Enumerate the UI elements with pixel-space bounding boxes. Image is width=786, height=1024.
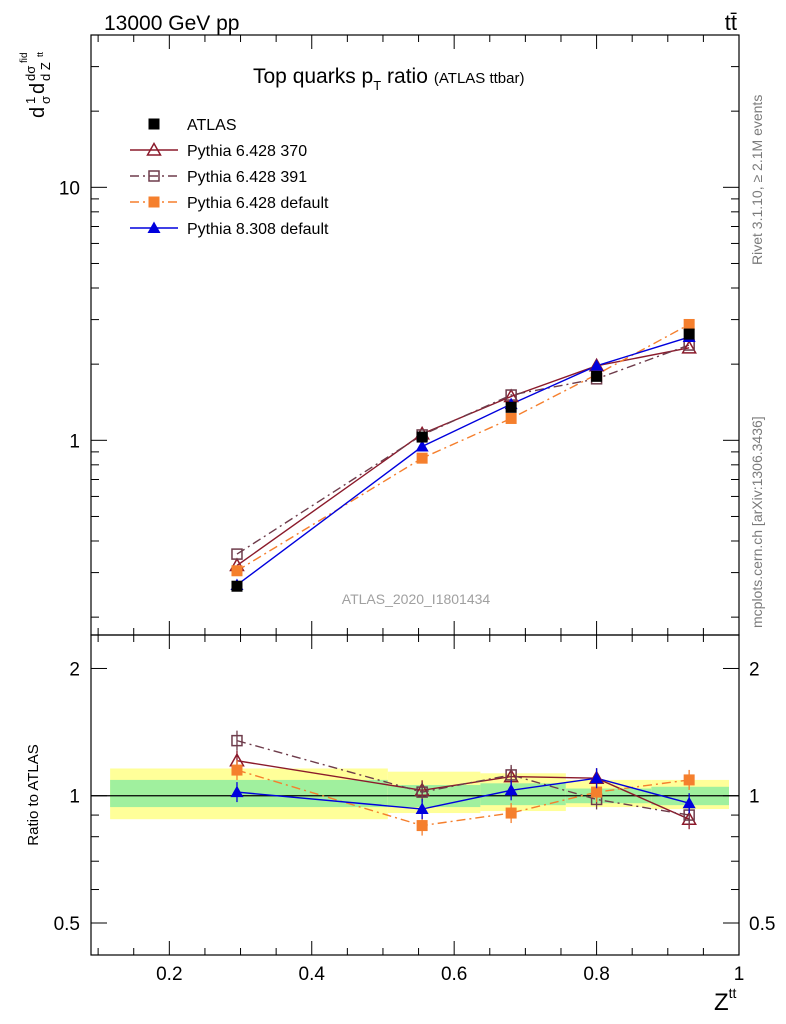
ratio-point bbox=[683, 774, 695, 786]
legend-label: Pythia 6.428 391 bbox=[187, 169, 307, 186]
svg-text:d Z: d Z bbox=[38, 62, 53, 81]
data-point bbox=[591, 370, 603, 382]
ratio-point bbox=[416, 786, 428, 798]
energy-label: 13000 GeV pp bbox=[104, 12, 239, 35]
ratio-frame bbox=[90, 634, 740, 956]
svg-text:d: d bbox=[27, 83, 49, 94]
x-tick-label: 0.4 bbox=[299, 964, 326, 985]
x-tick-label: 0.8 bbox=[583, 964, 609, 985]
svg-text:dσ: dσ bbox=[23, 66, 38, 81]
legend-label: ATLAS bbox=[187, 117, 237, 134]
legend-marker bbox=[147, 221, 161, 233]
svg-text:d: d bbox=[27, 107, 49, 118]
legend-label: Pythia 6.428 default bbox=[187, 195, 329, 212]
data-point bbox=[416, 431, 428, 443]
analysis-label: ATLAS_2020_I1801434 bbox=[342, 591, 491, 607]
data-point bbox=[416, 452, 428, 464]
data-point bbox=[505, 401, 517, 413]
ratio-y-tick-label: 2 bbox=[69, 659, 80, 680]
ratio-y-axis-label: Ratio to ATLAS bbox=[25, 744, 42, 845]
legend-marker bbox=[146, 141, 162, 156]
x-tick-label: 1 bbox=[734, 964, 745, 985]
svg-text:fid: fid bbox=[19, 52, 30, 63]
ratio-point bbox=[416, 820, 428, 832]
y-tick-label: 10 bbox=[59, 178, 80, 199]
ratio-point bbox=[682, 796, 696, 809]
svg-text:tt: tt bbox=[35, 51, 45, 57]
data-point bbox=[231, 580, 243, 592]
ratio-point bbox=[231, 734, 243, 747]
main-series-markers bbox=[229, 318, 697, 592]
main-series-lines bbox=[236, 323, 690, 586]
legend-marker bbox=[148, 118, 160, 130]
main-panel: 1 10 Top quarks pT ratio (ATLAS ttbar) ATL… bbox=[59, 34, 740, 636]
ratio-series-line bbox=[236, 769, 690, 827]
series-line bbox=[236, 347, 690, 567]
process-label: tt̄ bbox=[725, 10, 737, 35]
mcplots-label: mcplots.cern.ch [arXiv:1306.3436] bbox=[749, 416, 765, 628]
legend-label: Pythia 6.428 370 bbox=[187, 143, 307, 160]
ratio-y-tick-label: 1 bbox=[69, 787, 80, 808]
ratio-point bbox=[505, 769, 517, 781]
data-point bbox=[683, 328, 695, 340]
x-axis-label: Ztt bbox=[714, 985, 737, 1016]
inner-band bbox=[480, 783, 566, 806]
ratio-y-tick-label-right: 1 bbox=[749, 787, 760, 808]
data-point bbox=[683, 318, 695, 330]
svg-text:σ: σ bbox=[38, 96, 53, 104]
ratio-point bbox=[415, 802, 429, 815]
rivet-label: Rivet 3.1.10, ≥ 2.1M events bbox=[749, 95, 765, 265]
main-axis-ticks: 1 10 bbox=[59, 34, 740, 635]
ratio-point bbox=[590, 771, 604, 784]
ratio-series-line bbox=[236, 739, 690, 816]
chart-title: Top quarks pT ratio (ATLAS ttbar) bbox=[253, 65, 524, 93]
x-tick-label: 0.2 bbox=[156, 964, 182, 985]
data-point bbox=[505, 412, 517, 424]
ratio-point bbox=[230, 785, 244, 798]
series-line bbox=[236, 323, 690, 572]
ratio-axis-ticks: 0.2 0.4 0.6 0.8 1 0.5 0.5 1 1 2 2 bbox=[54, 635, 775, 985]
ratio-y-tick-label-right: 0.5 bbox=[749, 914, 775, 935]
data-point bbox=[681, 339, 697, 354]
data-point bbox=[231, 565, 243, 577]
ratio-point bbox=[591, 786, 603, 798]
data-point bbox=[231, 548, 243, 560]
main-y-axis-label: d 1 σ d dσ fid d Z tt bbox=[19, 51, 53, 118]
legend-label: Pythia 8.308 default bbox=[187, 221, 329, 238]
svg-text:1: 1 bbox=[23, 97, 38, 104]
ratio-series-markers bbox=[229, 730, 697, 836]
legend-marker bbox=[148, 196, 160, 208]
data-point bbox=[415, 440, 429, 452]
series-line bbox=[236, 336, 690, 586]
legend-marker bbox=[148, 170, 160, 182]
y-tick-label: 1 bbox=[69, 431, 80, 452]
series-line bbox=[236, 344, 690, 555]
ratio-y-tick-label: 0.5 bbox=[54, 914, 80, 935]
ratio-point bbox=[504, 783, 518, 796]
data-point bbox=[590, 359, 604, 371]
ratio-panel: 0.2 0.4 0.6 0.8 1 0.5 0.5 1 1 2 2 Ratio to ATLAS bbox=[25, 634, 775, 985]
ratio-point bbox=[231, 764, 243, 776]
ratio-point bbox=[505, 807, 517, 819]
legend: ATLAS Pythia 6.428 370 Pythia 6.428 391 Pyt… bbox=[130, 117, 329, 238]
ratio-y-tick-label-right: 2 bbox=[749, 659, 760, 680]
x-tick-label: 0.6 bbox=[441, 964, 467, 985]
